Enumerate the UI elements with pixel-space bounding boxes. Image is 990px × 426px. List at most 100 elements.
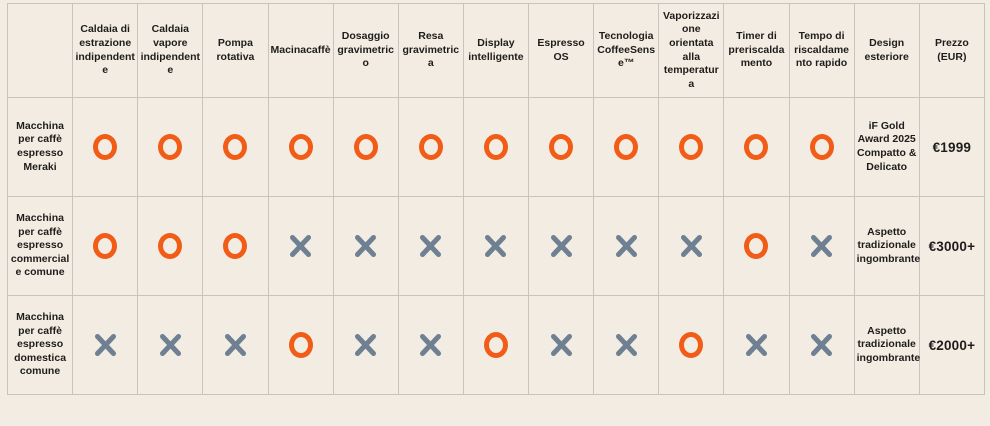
feature-cell [462, 196, 530, 296]
row-label: Macchina per caffè espresso commerciale … [6, 196, 74, 296]
circle-icon [809, 134, 834, 160]
cross-icon [809, 235, 834, 257]
feature-cell [267, 196, 334, 296]
feature-cell [788, 196, 855, 296]
circle-icon [93, 134, 118, 160]
feature-cell [527, 295, 595, 395]
feature-cell [332, 97, 399, 197]
corner-cell [6, 3, 74, 98]
feature-cell [658, 295, 725, 395]
circle-icon [288, 332, 313, 358]
price-cell: €1999 [918, 97, 986, 197]
cross-icon [223, 334, 248, 356]
cross-icon [614, 235, 639, 257]
feature-cell [267, 295, 334, 395]
feature-cell [658, 196, 725, 296]
table-head: Caldaia di estrazione indipendente Caldai… [6, 3, 986, 98]
cross-icon [418, 334, 443, 356]
cross-icon [549, 334, 574, 356]
feature-cell [202, 97, 269, 197]
feature-cell [788, 295, 855, 395]
circle-icon [288, 134, 313, 160]
feature-cell [332, 196, 399, 296]
circle-icon [158, 233, 183, 259]
feature-cell [527, 97, 595, 197]
design-cell: iF Gold Award 2025 Compatto & Delicato [853, 97, 920, 197]
cross-icon [93, 334, 118, 356]
cross-icon [614, 334, 639, 356]
circle-icon [93, 233, 118, 259]
table-row: Macchina per caffè espresso commerciale … [6, 196, 986, 296]
column-header: Pompa rotativa [202, 3, 269, 98]
feature-cell [72, 97, 139, 197]
column-header: Espresso OS [527, 3, 595, 98]
column-header: Dosaggio gravimetrico [332, 3, 399, 98]
circle-icon [223, 134, 248, 160]
price-cell: €2000+ [918, 295, 986, 395]
circle-icon [483, 332, 508, 358]
cross-icon [549, 235, 574, 257]
column-header: Resa gravimetrica [397, 3, 464, 98]
cross-icon [353, 235, 378, 257]
feature-cell [72, 196, 139, 296]
feature-cell [593, 295, 660, 395]
feature-cell [137, 97, 204, 197]
comparison-section: Caldaia di estrazione indipendente Caldai… [6, 3, 986, 395]
price-cell: €3000+ [918, 196, 986, 296]
design-cell: Aspetto tradizionale ingombrante [853, 295, 920, 395]
circle-icon [418, 134, 443, 160]
column-header: Tecnologia CoffeeSense™ [593, 3, 660, 98]
column-header: Vaporizzazione orientata alla temperatur… [658, 3, 725, 98]
table-row: Macchina per caffè espresso domestica co… [6, 295, 986, 395]
feature-cell [202, 295, 269, 395]
column-header: Timer di preriscaldamento [723, 3, 790, 98]
circle-icon [744, 233, 769, 259]
column-header: Caldaia vapore indipendente [137, 3, 204, 98]
cross-icon [418, 235, 443, 257]
feature-cell [593, 97, 660, 197]
cross-icon [809, 334, 834, 356]
cross-icon [483, 235, 508, 257]
feature-cell [397, 295, 464, 395]
comparison-table: Caldaia di estrazione indipendente Caldai… [6, 3, 986, 395]
circle-icon [549, 134, 574, 160]
column-header: Tempo di riscaldamento rapido [788, 3, 855, 98]
feature-cell [723, 97, 790, 197]
feature-cell [527, 196, 595, 296]
cross-icon [744, 334, 769, 356]
design-cell: Aspetto tradizionale ingombrante [853, 196, 920, 296]
cross-icon [679, 235, 704, 257]
feature-cell [397, 97, 464, 197]
feature-cell [137, 196, 204, 296]
column-header: Display intelligente [462, 3, 530, 98]
feature-cell [332, 295, 399, 395]
column-header: Prezzo (EUR) [918, 3, 986, 98]
circle-icon [679, 332, 704, 358]
circle-icon [614, 134, 639, 160]
row-label: Macchina per caffè espresso domestica co… [6, 295, 74, 395]
circle-icon [744, 134, 769, 160]
feature-cell [593, 196, 660, 296]
cross-icon [158, 334, 183, 356]
cross-icon [288, 235, 313, 257]
circle-icon [223, 233, 248, 259]
feature-cell [462, 97, 530, 197]
row-label: Macchina per caffè espresso Meraki [6, 97, 74, 197]
circle-icon [483, 134, 508, 160]
feature-cell [397, 196, 464, 296]
table-row: Macchina per caffè espresso Meraki iF Gol… [6, 97, 986, 197]
column-header: Design esteriore [853, 3, 920, 98]
feature-cell [137, 295, 204, 395]
circle-icon [158, 134, 183, 160]
column-header: Caldaia di estrazione indipendente [72, 3, 139, 98]
feature-cell [723, 196, 790, 296]
column-header: Macinacaffè [267, 3, 334, 98]
feature-cell [72, 295, 139, 395]
feature-cell [658, 97, 725, 197]
circle-icon [679, 134, 704, 160]
header-row: Caldaia di estrazione indipendente Caldai… [6, 3, 986, 98]
cross-icon [353, 334, 378, 356]
feature-cell [267, 97, 334, 197]
feature-cell [788, 97, 855, 197]
feature-cell [202, 196, 269, 296]
